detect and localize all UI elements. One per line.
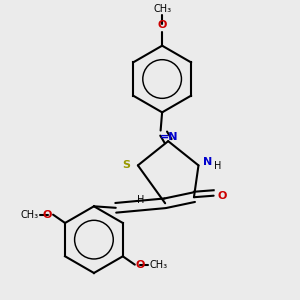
Text: CH₃: CH₃ [149,260,167,270]
Text: O: O [218,191,227,201]
Text: CH₃: CH₃ [153,4,171,14]
Text: H: H [214,161,221,171]
Text: S: S [122,160,130,170]
Text: CH₃: CH₃ [20,210,38,220]
Text: H: H [137,195,145,205]
Text: N: N [203,157,212,167]
Text: O: O [158,20,167,30]
Text: =N: =N [160,132,178,142]
Text: O: O [136,260,145,270]
Text: O: O [43,210,52,220]
